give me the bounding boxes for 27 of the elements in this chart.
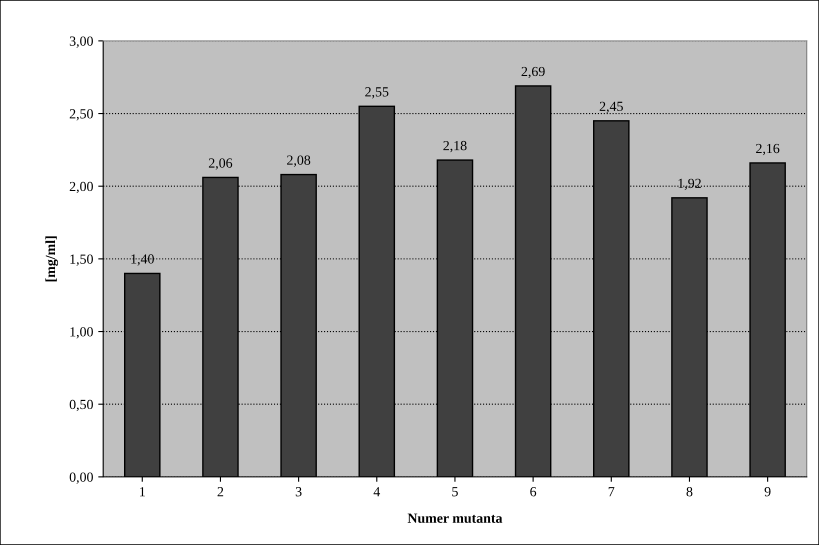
x-tick-label: 7 <box>608 487 614 496</box>
x-tick-label: 4 <box>374 487 380 496</box>
data-label: 2,16 <box>756 144 780 156</box>
y-tick-label: 2,00 <box>70 182 93 194</box>
data-label: 2,45 <box>600 102 623 114</box>
x-tick-label: 5 <box>452 487 458 496</box>
x-tick-label: 9 <box>764 487 771 496</box>
data-label: 1,92 <box>678 178 701 190</box>
data-label: 2,69 <box>522 66 545 78</box>
data-label: 2,55 <box>365 87 388 99</box>
x-axis-title: Numer mutanta <box>408 514 502 523</box>
y-tick-label: 0,50 <box>70 400 93 412</box>
data-label: 1,40 <box>131 254 154 266</box>
data-label: 2,06 <box>208 158 232 170</box>
data-label: 2,08 <box>287 155 310 167</box>
x-tick-label: 6 <box>530 487 536 496</box>
y-tick-label: 2,50 <box>70 109 93 120</box>
x-tick-label: 3 <box>296 487 302 496</box>
y-tick-label: 0,00 <box>70 472 93 484</box>
y-axis-title: [mg/ml] <box>45 236 58 282</box>
x-tick-label: 8 <box>686 487 692 496</box>
data-label: 2,18 <box>443 140 467 152</box>
y-tick-label: 1,00 <box>70 327 93 338</box>
x-tick-label: 2 <box>218 487 224 496</box>
y-tick-label: 1,50 <box>70 254 93 266</box>
x-tick-label: 1 <box>140 487 145 496</box>
y-tick-label: 3,00 <box>70 36 93 48</box>
